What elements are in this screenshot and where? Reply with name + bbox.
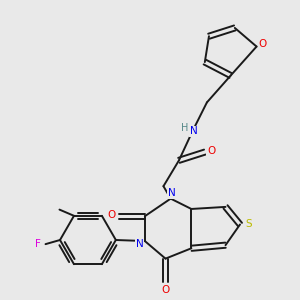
Text: F: F: [35, 239, 41, 249]
Text: O: O: [161, 285, 169, 295]
Text: O: O: [259, 40, 267, 50]
Text: O: O: [207, 146, 215, 156]
Text: N: N: [136, 239, 143, 249]
Text: N: N: [190, 126, 197, 136]
Text: N: N: [168, 188, 176, 198]
Text: H: H: [182, 123, 189, 133]
Text: S: S: [245, 220, 252, 230]
Text: O: O: [108, 210, 116, 220]
